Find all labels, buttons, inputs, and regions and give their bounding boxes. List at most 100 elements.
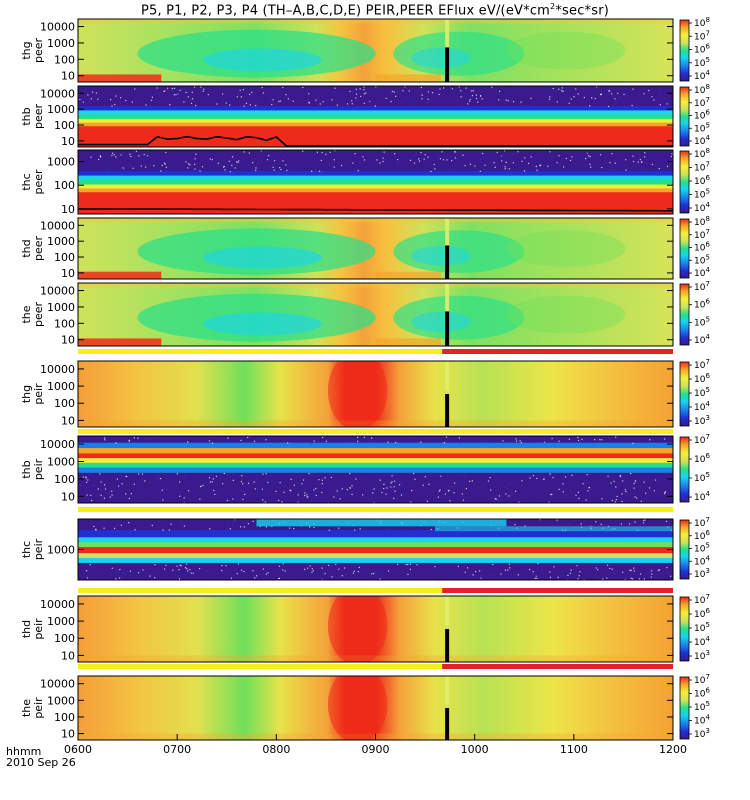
y-tick-label: 1000	[47, 380, 75, 393]
instrument-label: peer	[32, 169, 45, 195]
colorbar-tick-label: 107	[694, 280, 710, 293]
colorbar	[679, 150, 690, 214]
y-tick-label: 10000	[40, 21, 75, 34]
colorbar-tick-label: 106	[694, 452, 710, 465]
panel-frame	[77, 217, 674, 280]
colorbar-tick-label: 105	[694, 700, 710, 713]
colorbar-tick-label: 108	[694, 215, 710, 228]
panel-frame	[77, 85, 674, 148]
colorbar	[679, 519, 690, 580]
colorbar-tick-label: 105	[694, 315, 710, 328]
date-label: 2010 Sep 26	[6, 756, 76, 769]
y-tick-label: 100	[54, 251, 75, 264]
colorbar-tick-label: 105	[694, 542, 710, 555]
spectrogram-thd-peer	[78, 218, 673, 279]
colorbar-tick-label: 104	[694, 201, 710, 214]
y-tick-label: 100	[54, 53, 75, 66]
x-tick-label: 1200	[659, 743, 687, 756]
instrument-label: peer	[32, 302, 45, 328]
colorbar-tick-label: 105	[694, 621, 710, 634]
colorbar	[679, 676, 690, 740]
probe-label: the	[20, 305, 33, 323]
instrument-label: peer	[32, 236, 45, 262]
colorbar-tick-label: 104	[694, 714, 710, 727]
probe-label: thd	[20, 239, 33, 257]
colorbar-tick-label: 105	[694, 56, 710, 69]
spectrogram-the-peir	[78, 676, 673, 740]
spectrogram-the-peer	[78, 283, 673, 346]
colorbar-tick-label: 104	[694, 69, 710, 82]
status-bar	[78, 664, 673, 669]
probe-label: the	[20, 699, 33, 717]
colorbar-tick-label: 104	[694, 554, 710, 567]
colorbar	[679, 86, 690, 147]
colorbar-tick-label: 108	[694, 83, 710, 96]
chart-title: P5, P1, P2, P3, P4 (TH–A,B,C,D,E) PEIR,P…	[0, 2, 750, 18]
colorbar	[679, 283, 690, 346]
colorbar-tick-label: 107	[694, 516, 710, 529]
chart-title-prefix: P5, P1, P2, P3, P4 (TH–A,B,C,D,E) PEIR,P…	[140, 3, 551, 19]
colorbar-tick-label: 106	[694, 43, 710, 56]
colorbar-tick-label: 107	[694, 673, 710, 686]
instrument-label: peir	[32, 618, 45, 640]
colorbar-tick-label: 103	[694, 727, 710, 740]
y-tick-label: 10000	[40, 438, 75, 451]
colorbar-tick-label: 103	[694, 414, 710, 427]
x-axis-unit-label: hhmm	[6, 745, 42, 758]
status-bar	[78, 507, 673, 512]
instrument-label: peir	[32, 458, 45, 480]
chart-title-exponent: 2	[550, 2, 556, 11]
instrument-label: peer	[32, 38, 45, 64]
y-tick-label: 1000	[47, 455, 75, 468]
panel-frame	[77, 18, 674, 83]
colorbar-tick-label: 104	[694, 134, 710, 147]
probe-label: thb	[20, 460, 33, 478]
y-tick-label: 100	[54, 473, 75, 486]
colorbar	[679, 596, 690, 662]
y-tick-label: 10000	[40, 285, 75, 298]
probe-label: thd	[20, 620, 33, 638]
x-tick-label: 0800	[262, 743, 290, 756]
status-bar	[78, 588, 673, 593]
y-tick-label: 10	[61, 135, 75, 148]
x-tick-label: 0900	[362, 743, 390, 756]
colorbar	[679, 19, 690, 82]
panel-frame	[77, 149, 674, 215]
colorbar-tick-label: 106	[694, 298, 710, 311]
y-tick-label: 10	[61, 649, 75, 662]
x-tick-label: 1100	[560, 743, 588, 756]
status-bar	[78, 349, 673, 354]
panel-frame	[77, 282, 674, 347]
y-tick-label: 100	[54, 711, 75, 724]
y-tick-label: 100	[54, 397, 75, 410]
y-tick-label: 1000	[47, 694, 75, 707]
colorbar-tick-label: 105	[694, 253, 710, 266]
colorbar-tick-label: 105	[694, 188, 710, 201]
y-tick-label: 1000	[47, 301, 75, 314]
colorbar-tick-label: 107	[694, 96, 710, 109]
colorbar	[679, 218, 690, 279]
spectrogram-thd-peir	[78, 596, 673, 662]
colorbar-tick-label: 103	[694, 567, 710, 580]
colorbar-tick-label: 104	[694, 490, 710, 503]
instrument-label: peir	[32, 538, 45, 560]
x-tick-label: 0700	[163, 743, 191, 756]
y-tick-label: 10000	[40, 678, 75, 691]
colorbar	[679, 361, 690, 427]
colorbar-tick-label: 107	[694, 29, 710, 42]
y-axis-label: thgpeir	[20, 383, 45, 405]
colorbar-tick-label: 106	[694, 174, 710, 187]
probe-label: thg	[20, 385, 33, 403]
y-tick-label: 10000	[40, 598, 75, 611]
y-axis-label: thdpeir	[20, 618, 45, 640]
x-tick-label: 0600	[64, 743, 92, 756]
instrument-label: peir	[32, 697, 45, 719]
y-axis-label: thgpeer	[20, 38, 45, 64]
colorbar-tick-label: 107	[694, 358, 710, 371]
y-axis-label: thepeir	[20, 697, 45, 719]
chart-title-suffix: *sec*sr)	[555, 3, 610, 19]
y-tick-label: 10	[61, 203, 75, 216]
